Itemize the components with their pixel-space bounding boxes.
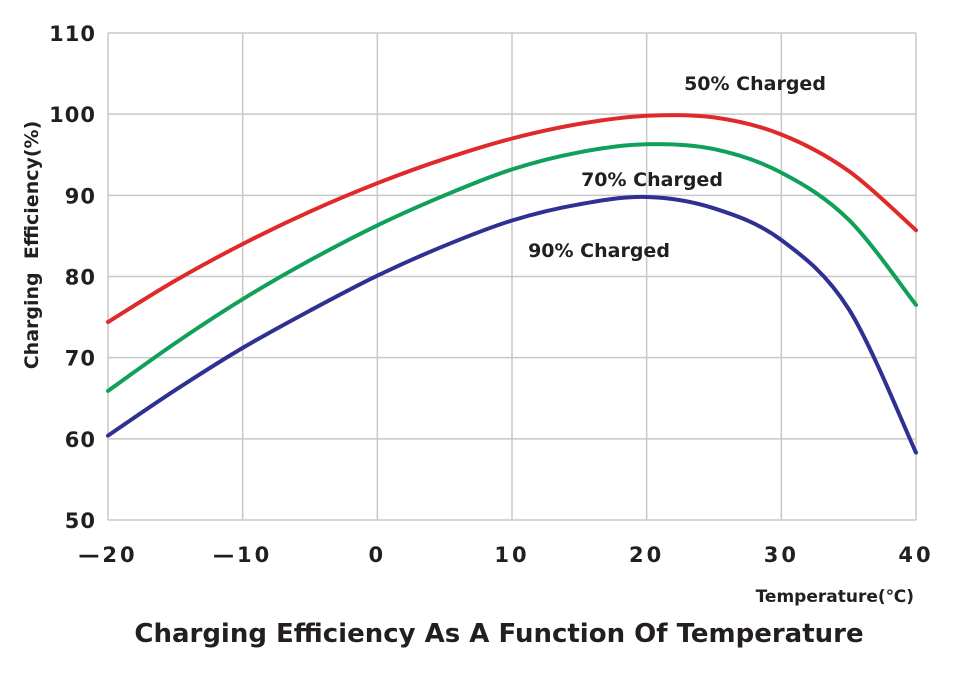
x-tick-label: —20 bbox=[78, 543, 137, 567]
series-label: 90% Charged bbox=[528, 240, 670, 262]
x-tick-label: 0 bbox=[369, 543, 387, 567]
grid-lines bbox=[107, 32, 917, 521]
y-axis-title: Charging Efficiency(%) bbox=[21, 121, 43, 370]
y-tick-label: 110 bbox=[49, 22, 96, 46]
series-curves bbox=[106, 112, 918, 455]
series-label: 50% Charged bbox=[684, 73, 826, 95]
x-tick-label: 20 bbox=[629, 543, 664, 567]
y-tick-label: 90 bbox=[65, 184, 96, 208]
series-line-90-charged bbox=[106, 194, 918, 455]
y-tick-label: 70 bbox=[65, 347, 96, 371]
x-axis-title: Temperature(℃) bbox=[756, 587, 914, 607]
chart-title: Charging Efficiency As A Function Of Tem… bbox=[134, 619, 863, 649]
x-tick-labels: —20 —10 0 10 20 30 40 bbox=[78, 543, 933, 567]
y-tick-label: 60 bbox=[65, 428, 96, 452]
series-labels: 50% Charged 70% Charged 90% Charged bbox=[528, 73, 826, 262]
x-tick-label: 10 bbox=[494, 543, 529, 567]
x-tick-label: 40 bbox=[898, 543, 933, 567]
series-label: 70% Charged bbox=[581, 169, 723, 191]
x-tick-label: 30 bbox=[764, 543, 799, 567]
y-tick-label: 80 bbox=[65, 266, 96, 290]
x-tick-label: —10 bbox=[213, 543, 272, 567]
y-tick-labels: 50 60 70 80 90 100 110 bbox=[49, 22, 96, 533]
series-line-50-charged bbox=[106, 112, 918, 324]
y-tick-label: 50 bbox=[65, 509, 96, 533]
y-tick-label: 100 bbox=[49, 103, 96, 127]
series-line-70-charged bbox=[106, 142, 918, 393]
